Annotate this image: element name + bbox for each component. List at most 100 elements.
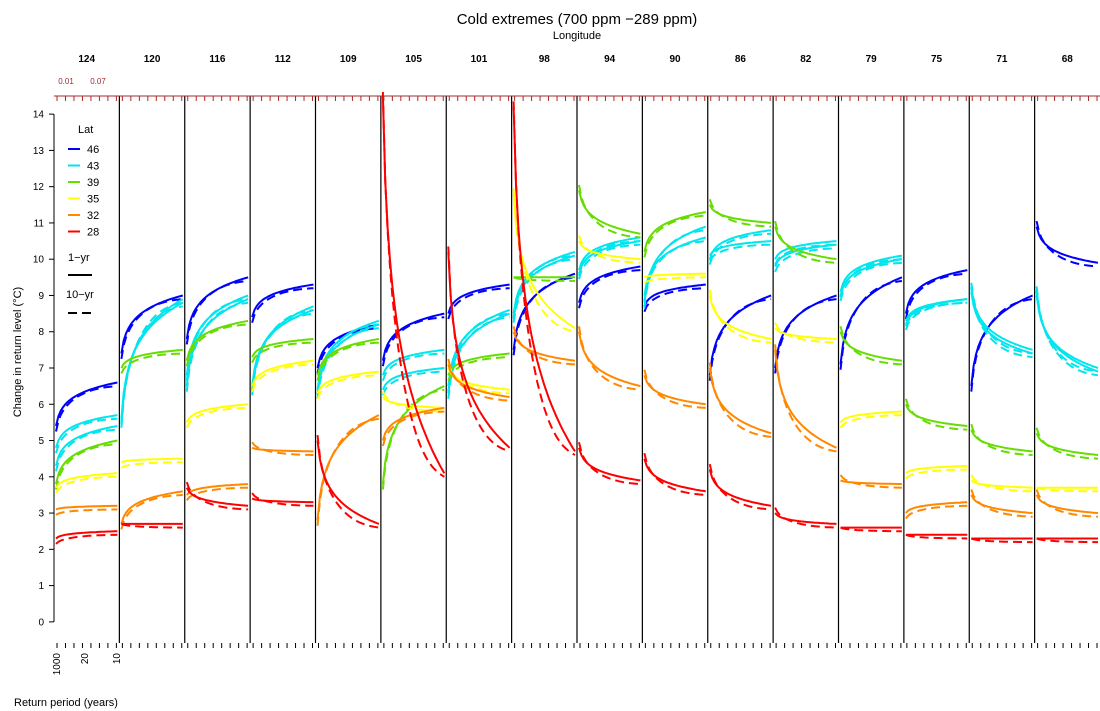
series-dashed-35 [708, 289, 772, 344]
series-dashed-43 [55, 417, 118, 454]
series-dashed-46 [578, 269, 641, 309]
y-tick-label: 11 [34, 218, 45, 229]
series-dashed-46 [970, 298, 1033, 392]
series-dashed-39 [578, 184, 641, 239]
series-dashed-35 [185, 406, 249, 429]
series-line-28 [578, 447, 641, 482]
y-tick-label: 7 [38, 364, 44, 375]
series-dashed-39 [381, 388, 445, 490]
legend-label: 46 [87, 144, 99, 156]
series-dashed-28 [905, 533, 968, 540]
legend-solid-label: 1−yr [68, 252, 90, 264]
series-dashed-43-10-yr [185, 301, 249, 392]
series-line-46 [185, 276, 249, 340]
top-axis-label: 0.07 [90, 77, 106, 86]
series-dashed-46 [120, 298, 183, 360]
panel-longitude-label: 82 [800, 54, 812, 65]
panel-longitude-label: 101 [471, 54, 488, 65]
series-line-39 [120, 348, 183, 369]
series-line-43-10-yr [970, 291, 1033, 355]
series-dashed-28 [970, 537, 1033, 544]
series-dashed-32 [512, 326, 576, 366]
series-line-32 [840, 479, 902, 486]
panel-longitude-label: 112 [275, 54, 292, 65]
y-tick-label: 14 [33, 110, 45, 121]
series-line-35 [905, 464, 968, 475]
series-line-35 [839, 410, 902, 424]
series-line-35 [251, 359, 314, 387]
series-dashed-28 [447, 246, 510, 453]
series-line-32 [381, 406, 445, 441]
series-dashed-28 [774, 507, 837, 529]
panel-longitude-label: 75 [931, 54, 943, 65]
series-line-28 [643, 458, 706, 493]
series-line-46 [251, 283, 314, 318]
series-line-32 [55, 504, 118, 511]
series-line-43-10-yr [55, 425, 118, 467]
series-dashed-43-10-yr [643, 240, 706, 302]
series-line-46 [381, 312, 445, 361]
series-line-43-10-yr [774, 240, 837, 260]
legend-title: Lat [78, 124, 93, 136]
series-dashed-35 [512, 188, 576, 333]
series-dashed-32 [643, 369, 706, 409]
series-dashed-35 [447, 362, 510, 395]
x-tick-label: 20 [80, 653, 91, 665]
series-line-39 [643, 211, 706, 253]
series-line-28 [708, 469, 772, 507]
series-dashed-43-10-yr [774, 243, 837, 266]
series-dashed-39 [316, 341, 379, 381]
series-line-43 [643, 225, 707, 303]
series-dashed-32 [1035, 489, 1099, 518]
series-dashed-43 [904, 301, 968, 331]
series-dashed-46 [185, 280, 249, 345]
series-line-46 [55, 381, 118, 427]
top-axis-label: 0.01 [58, 77, 74, 86]
series-dashed-39 [120, 352, 183, 374]
series-line-32 [120, 490, 183, 525]
panel-longitude-label: 105 [405, 54, 422, 65]
series-dashed-46 [708, 298, 772, 381]
legend-label: 39 [87, 177, 99, 189]
panel-longitude-label: 86 [735, 54, 747, 65]
series-line-46 [970, 294, 1033, 387]
panel-longitude-label: 71 [996, 54, 1008, 65]
series-line-43-10-yr [316, 319, 380, 390]
series-line-46 [447, 283, 510, 314]
series-dashed-28 [578, 442, 641, 486]
series-dashed-28 [185, 481, 249, 511]
series-dashed-39 [447, 356, 510, 382]
y-tick-label: 3 [38, 509, 44, 520]
series-dashed-39 [970, 423, 1033, 456]
series-line-46 [643, 283, 706, 307]
series-line-35 [316, 370, 380, 394]
series-dashed-35 [316, 374, 379, 400]
series-line-46 [839, 276, 903, 365]
series-dashed-32 [970, 489, 1033, 518]
series-line-28 [447, 251, 511, 449]
series-line-46 [904, 269, 968, 314]
series-line-28 [251, 497, 314, 504]
series-dashed-32 [447, 358, 510, 402]
series-dashed-43-10-yr [970, 286, 1033, 359]
series-dashed-35 [382, 391, 445, 413]
series-dashed-43 [316, 327, 380, 399]
series-dashed-28 [643, 452, 706, 496]
series-dashed-32 [120, 493, 183, 530]
x-tick-label: 10 [112, 653, 123, 665]
legend-label: 28 [87, 227, 99, 239]
x-tick-label: 1000 [52, 653, 63, 676]
y-tick-label: 4 [38, 472, 44, 483]
series-dashed-43 [381, 352, 445, 382]
panel-longitude-label: 94 [604, 54, 616, 65]
legend-dashed-label: 10−yr [66, 289, 94, 301]
panel-longitude-label: 98 [539, 54, 551, 65]
series-dashed-28 [1036, 537, 1098, 544]
series-line-32 [643, 374, 706, 406]
series-dashed-43-10-yr [1035, 286, 1099, 377]
series-dashed-46 [643, 287, 706, 313]
series-dashed-39 [185, 323, 249, 367]
series-dashed-35 [839, 414, 902, 429]
panel-longitude-label: 90 [670, 54, 682, 65]
series-line-43 [839, 258, 903, 296]
